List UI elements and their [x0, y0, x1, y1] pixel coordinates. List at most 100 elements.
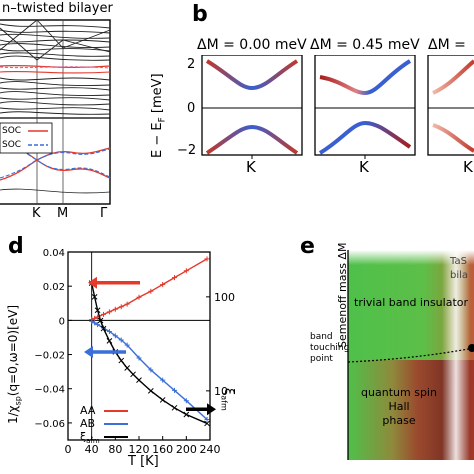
data-point — [94, 307, 101, 314]
header-dm-045: ΔM = 0.45 meV — [310, 37, 420, 53]
data-point — [183, 268, 189, 274]
xtick-m: M — [57, 206, 69, 221]
panel-e-label: e — [300, 234, 315, 259]
data-point — [106, 328, 112, 334]
x-tick-label: 240 — [200, 443, 221, 456]
x-tick-label: 160 — [152, 443, 173, 456]
region-qsh-phase: quantum spin Hall phase — [354, 386, 444, 428]
legend-aa-label: AA — [80, 404, 96, 417]
data-point — [204, 256, 210, 262]
data-point — [95, 322, 101, 328]
y-tick-label: 0 — [59, 316, 65, 327]
data-point — [112, 306, 118, 312]
xtick-k-1: K — [246, 158, 256, 176]
xtick-k-3: K — [463, 158, 473, 176]
data-point — [171, 404, 178, 411]
panel-d-xlabel: T [K] — [128, 454, 159, 469]
data-point — [118, 357, 125, 364]
data-point — [112, 333, 118, 339]
ytick-m2: −2 — [177, 143, 197, 158]
data-point — [101, 311, 106, 317]
temperature-chart: 0 40 80 120 160 200 240 0.04 0.02 0 −0.02 −0.04 −0.0… — [34, 248, 235, 456]
data-point — [160, 377, 166, 383]
legend-xi-sub: afm — [86, 437, 100, 446]
label-tas-2: bila — [450, 270, 469, 281]
x-tick-label: 0 — [65, 443, 72, 456]
x-tick-label: 200 — [176, 443, 197, 456]
data-point — [118, 337, 124, 343]
panel-e: e Semenoff mass ΔM TaS bila trivial band… — [270, 228, 474, 474]
data-point — [106, 338, 113, 344]
y2-tick-label: 100 — [214, 291, 235, 304]
panel-a: n–twisted bilayer — [0, 0, 140, 225]
legend-xi-label: ξafm — [80, 430, 104, 448]
data-point — [97, 317, 104, 324]
data-point — [172, 275, 177, 281]
xtick-gamma: Γ — [100, 206, 108, 221]
data-point — [204, 420, 210, 427]
panel-b-dispersion-plots — [201, 55, 474, 159]
data-point — [124, 301, 130, 307]
panel-d: d 1/χsp(q=0,ω=0)[eV] ξafm T [K] 0 40 80 120… — [0, 228, 270, 474]
y-tick-label: −0.06 — [34, 419, 65, 430]
legend-xi-symbol: ξ — [80, 430, 87, 443]
panel-a-title: n–twisted bilayer — [2, 1, 113, 16]
data-point — [148, 367, 154, 373]
data-point — [136, 355, 142, 361]
header-dm-third: ΔM = — [428, 37, 466, 53]
region-qsh-line-1: quantum spin Hall — [361, 386, 437, 413]
y-tick-label: 0.02 — [43, 282, 65, 293]
phase-diagram — [347, 236, 474, 460]
legend-ab-swatch — [104, 423, 128, 425]
panel-a-band-plot — [0, 19, 111, 205]
legend-soc-1: SOC — [2, 126, 22, 136]
data-point — [136, 377, 142, 383]
boundary-label: band touching point — [310, 332, 350, 365]
data-point — [124, 365, 131, 371]
arrow-aa-head — [88, 276, 97, 289]
region-qsh-line-2: phase — [382, 414, 416, 427]
data-point — [183, 411, 190, 418]
boundary-label-2: touching — [310, 343, 350, 353]
data-point — [89, 318, 95, 324]
band-lines — [0, 19, 111, 115]
series-line — [90, 282, 208, 425]
y2-tick-label: 10 — [214, 385, 228, 398]
data-point — [160, 281, 166, 287]
data-point — [106, 309, 112, 315]
y-tick-label: −0.02 — [34, 351, 65, 362]
panel-d-label: d — [8, 234, 24, 259]
xtick-k: K — [32, 206, 41, 221]
legend-aa-swatch — [104, 410, 128, 412]
arrow-xi-head — [207, 403, 216, 416]
region-trivial-insulator: trivial band insulator — [354, 296, 469, 309]
data-point — [159, 397, 166, 403]
legend-item-ab: AB — [80, 417, 128, 430]
legend-item-aa: AA — [80, 404, 128, 417]
data-point — [100, 325, 107, 332]
data-point — [91, 293, 98, 300]
boundary-label-3: point — [310, 354, 333, 364]
y-tick-label: 0.04 — [43, 248, 65, 259]
panel-b: b ΔM = 0.00 meV ΔM = 0.45 meV ΔM = E − E… — [145, 0, 474, 225]
header-dm-000: ΔM = 0.00 meV — [197, 37, 307, 53]
x-tick-label: 40 — [85, 443, 99, 456]
data-point — [204, 416, 210, 422]
y-tick-label: −0.04 — [34, 385, 65, 396]
label-tas-1: TaS — [450, 256, 467, 267]
ytick-2: 2 — [187, 57, 196, 72]
data-point — [124, 342, 130, 348]
panel-b-label: b — [192, 2, 208, 27]
legend-soc-2: SOC — [2, 140, 22, 150]
boundary-label-1: band — [310, 332, 333, 342]
xtick-k-2: K — [359, 158, 369, 176]
x-tick-label: 80 — [108, 443, 122, 456]
legend-xi-swatch — [104, 436, 128, 438]
data-point — [183, 398, 189, 404]
arrow-ab-head — [84, 345, 93, 358]
legend-ab-label: AB — [80, 417, 96, 430]
ytick-0: 0 — [187, 101, 196, 116]
x-tick-label: 120 — [129, 443, 150, 456]
data-point — [118, 304, 124, 310]
data-point — [172, 387, 177, 393]
